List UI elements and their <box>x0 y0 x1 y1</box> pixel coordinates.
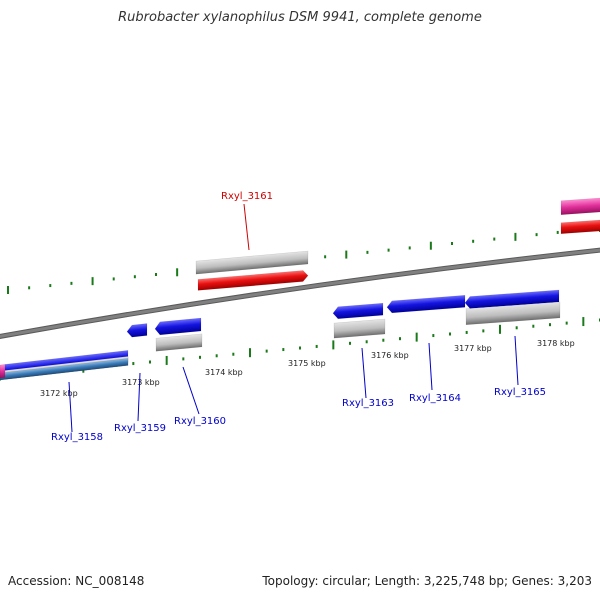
cds-right-edge-shape <box>560 219 600 235</box>
cds-rxyl-3164-shape <box>386 294 466 314</box>
gene-rxyl-3161-shape <box>195 250 309 275</box>
gene-rxyl-3163 <box>333 318 386 339</box>
gene-label: Rxyl_3159 <box>114 423 166 434</box>
tick-label: 3172 kbp <box>40 389 78 398</box>
cds-rxyl-3160-shape <box>154 317 202 336</box>
gene-rxyl-3163-shape <box>333 318 386 339</box>
genome-stats-text: Topology: circular; Length: 3,225,748 bp… <box>262 574 592 588</box>
gene-rxyl-3165-shape <box>465 301 561 326</box>
cds-rxyl-3161 <box>197 270 309 291</box>
rna-feature <box>0 358 129 381</box>
gene-label: Rxyl_3158 <box>51 432 103 443</box>
cds-rxyl-3159-shape <box>126 323 148 338</box>
pseudo-gene-right <box>560 197 600 216</box>
tick-label: 3173 kbp <box>122 378 160 387</box>
gene-label: Rxyl_3165 <box>494 387 546 398</box>
accession-text: Accession: NC_008148 <box>8 574 145 588</box>
cds-rxyl-3164 <box>386 294 466 314</box>
gene-label-leader <box>361 347 367 399</box>
tick-label: 3175 kbp <box>288 359 326 368</box>
gene-label-leader <box>68 381 73 433</box>
map-title: Rubrobacter xylanophilus DSM 9941, compl… <box>118 10 482 25</box>
gene-label-leader <box>182 366 200 415</box>
pseudo-gene-left <box>0 364 6 379</box>
gene-label: Rxyl_3161 <box>221 191 273 202</box>
gene-label-leader <box>137 372 141 422</box>
gene-label-leader <box>243 203 250 251</box>
pseudo-gene-right-shape <box>560 197 600 216</box>
gene-label: Rxyl_3163 <box>342 398 394 409</box>
cds-rxyl-3163 <box>332 302 384 320</box>
tick-label: 3178 kbp <box>537 339 575 348</box>
gene-rxyl-3160 <box>155 333 203 352</box>
rna-feature-shape <box>0 358 129 381</box>
gene-label: Rxyl_3164 <box>409 393 461 404</box>
cds-right-edge <box>560 219 600 235</box>
gene-label-leader <box>428 342 433 391</box>
cds-rxyl-3159 <box>126 323 148 338</box>
cds-rxyl-3161-shape <box>197 270 309 291</box>
tick-label: 3177 kbp <box>454 344 492 353</box>
gene-rxyl-3165 <box>465 301 561 326</box>
backbone-line <box>0 248 600 338</box>
cds-rxyl-3160 <box>154 317 202 336</box>
pseudo-gene-left-shape <box>0 364 6 379</box>
gene-label: Rxyl_3160 <box>174 416 226 427</box>
cds-rxyl-3163-shape <box>332 302 384 320</box>
gene-label-leader <box>514 335 519 386</box>
gene-rxyl-3161 <box>195 250 309 275</box>
tick-label: 3174 kbp <box>205 368 243 377</box>
tick-label: 3176 kbp <box>371 351 409 360</box>
gene-rxyl-3160-shape <box>155 333 203 352</box>
